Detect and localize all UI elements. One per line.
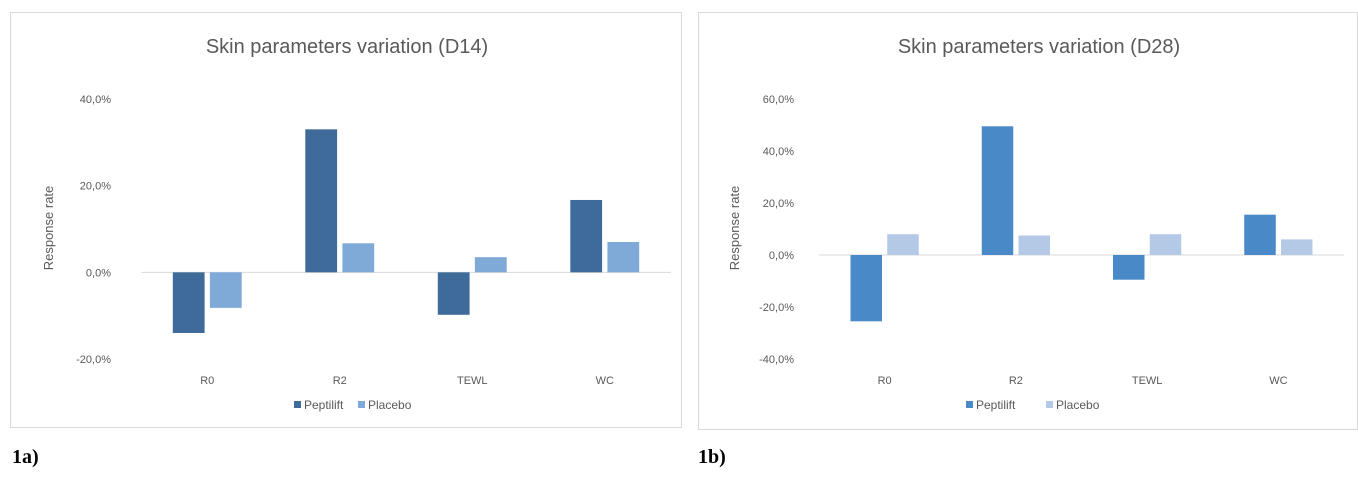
chart-frame: Skin parameters variation (D28) -40,0% -20… [698,12,1358,430]
bar-peptilift-r2 [981,126,1014,255]
chart-panel-d28: Skin parameters variation (D28) -40,0% -20… [690,0,1358,480]
bar-placebo-r0 [209,272,242,308]
bar-peptilift-r0 [172,272,205,333]
y-tick-label: -40,0% [759,354,794,366]
legend-swatch-peptilift [966,401,973,408]
bar-placebo-r0 [887,234,919,255]
x-tick-label: TEWL [1132,375,1163,387]
x-tick-label: WC [1269,375,1287,387]
bar-peptilift-r2 [305,129,338,273]
x-tick-label: TEWL [457,375,488,387]
bar-placebo-wc [607,242,640,273]
bar-peptilift-tewl [1113,255,1145,280]
y-tick-label: 0,0% [769,250,794,262]
bar-placebo-wc [1281,239,1313,255]
bar-peptilift-tewl [437,272,470,315]
x-tick-label: WC [596,375,614,387]
legend-label: Peptilift [976,398,1016,412]
y-tick-label: 60,0% [763,94,794,106]
y-tick-label: 40,0% [763,146,794,158]
legend-swatch-peptilift [294,401,301,408]
bar-peptilift-wc [1244,214,1276,255]
y-tick-label: 0,0% [86,267,111,279]
chart-panel-d14: Skin parameters variation (D14) -20,0% 0,0… [10,12,682,468]
x-tick-label: R2 [333,375,347,387]
legend-swatch-placebo [1046,401,1053,408]
bar-placebo-tewl [1149,234,1182,255]
y-tick-label: -20,0% [76,354,111,366]
legend-label: Placebo [368,398,412,412]
bar-chart-d14: Skin parameters variation (D14) -20,0% 0,0… [41,36,671,412]
x-tick-label: R0 [200,375,214,387]
x-tick-label: R2 [1009,375,1023,387]
legend-label: Peptilift [304,398,344,412]
bar-placebo-r2 [1018,235,1050,255]
figure-caption: 1b) [698,446,726,468]
y-tick-label: 40,0% [80,94,111,106]
bar-placebo-tewl [474,257,507,273]
chart-frame: Skin parameters variation (D14) -20,0% 0,0… [10,12,682,428]
y-tick-label: 20,0% [80,181,111,193]
x-tick-label: R0 [878,375,892,387]
chart-title: Skin parameters variation (D28) [898,36,1180,58]
y-axis-label: Response rate [727,186,742,271]
bar-peptilift-wc [570,199,603,273]
bar-placebo-r2 [342,243,375,273]
bar-chart-d28: Skin parameters variation (D28) -40,0% -20… [727,36,1344,412]
y-axis-label: Response rate [41,186,56,271]
bar-peptilift-r0 [850,255,882,322]
legend-swatch-placebo [358,401,365,408]
y-tick-label: -20,0% [759,302,794,314]
legend-label: Placebo [1056,398,1100,412]
y-tick-label: 20,0% [763,198,794,210]
chart-title: Skin parameters variation (D14) [206,36,488,58]
figure-caption: 1a) [12,446,39,468]
